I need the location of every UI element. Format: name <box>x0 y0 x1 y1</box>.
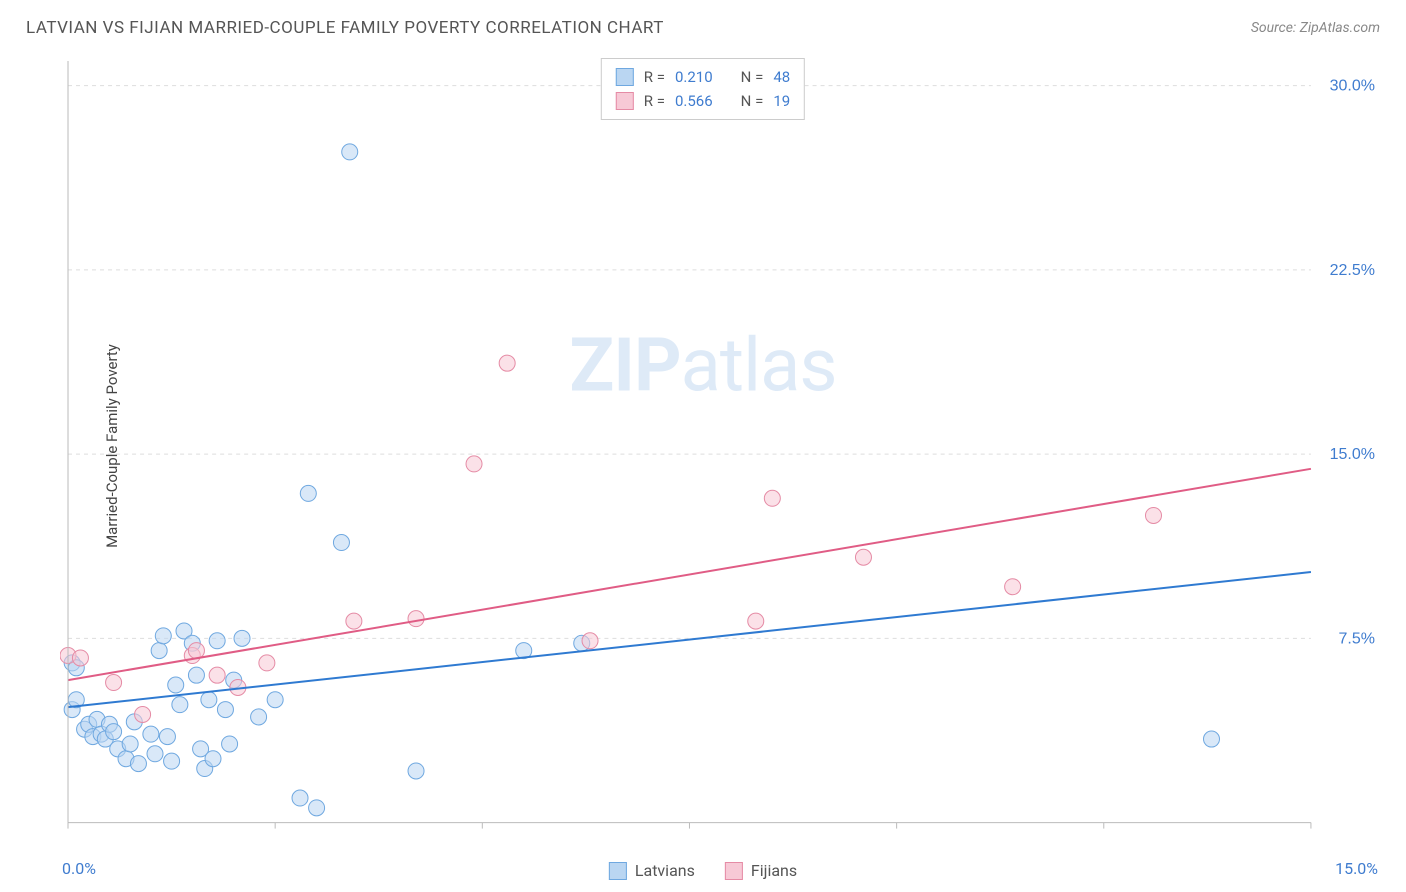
svg-text:30.0%: 30.0% <box>1330 78 1375 95</box>
legend-swatch <box>616 92 634 110</box>
scatter-plot: 7.5% 15.0% 22.5% 30.0% <box>60 56 1381 845</box>
n-value: 48 <box>773 65 790 89</box>
legend-stats: R = 0.210 N = 48 R = 0.566 N = 19 <box>601 58 805 120</box>
legend-series: Latvians Fijians <box>609 861 797 880</box>
legend-swatch <box>616 68 634 86</box>
legend-item: Fijians <box>725 861 797 880</box>
legend-swatch <box>725 862 743 880</box>
r-label: R = <box>644 65 665 89</box>
r-value: 0.566 <box>675 89 713 113</box>
x-tick-min: 0.0% <box>62 859 96 878</box>
x-tick-max: 15.0% <box>1335 859 1378 878</box>
legend-label: Fijians <box>751 861 797 880</box>
n-label: N = <box>741 65 764 89</box>
chart-area: 7.5% 15.0% 22.5% 30.0% <box>60 56 1381 844</box>
chart-title: LATVIAN VS FIJIAN MARRIED-COUPLE FAMILY … <box>26 18 664 38</box>
r-value: 0.210 <box>675 65 713 89</box>
svg-text:7.5%: 7.5% <box>1339 630 1375 647</box>
r-label: R = <box>644 89 665 113</box>
legend-item: Latvians <box>609 861 695 880</box>
n-value: 19 <box>773 89 790 113</box>
legend-swatch <box>609 862 627 880</box>
legend-stat-row: R = 0.210 N = 48 <box>616 65 790 89</box>
svg-text:22.5%: 22.5% <box>1330 262 1375 279</box>
legend-stat-row: R = 0.566 N = 19 <box>616 89 790 113</box>
source-label: Source: ZipAtlas.com <box>1251 20 1380 36</box>
legend-label: Latvians <box>635 861 695 880</box>
n-label: N = <box>741 89 764 113</box>
svg-text:15.0%: 15.0% <box>1330 446 1375 463</box>
